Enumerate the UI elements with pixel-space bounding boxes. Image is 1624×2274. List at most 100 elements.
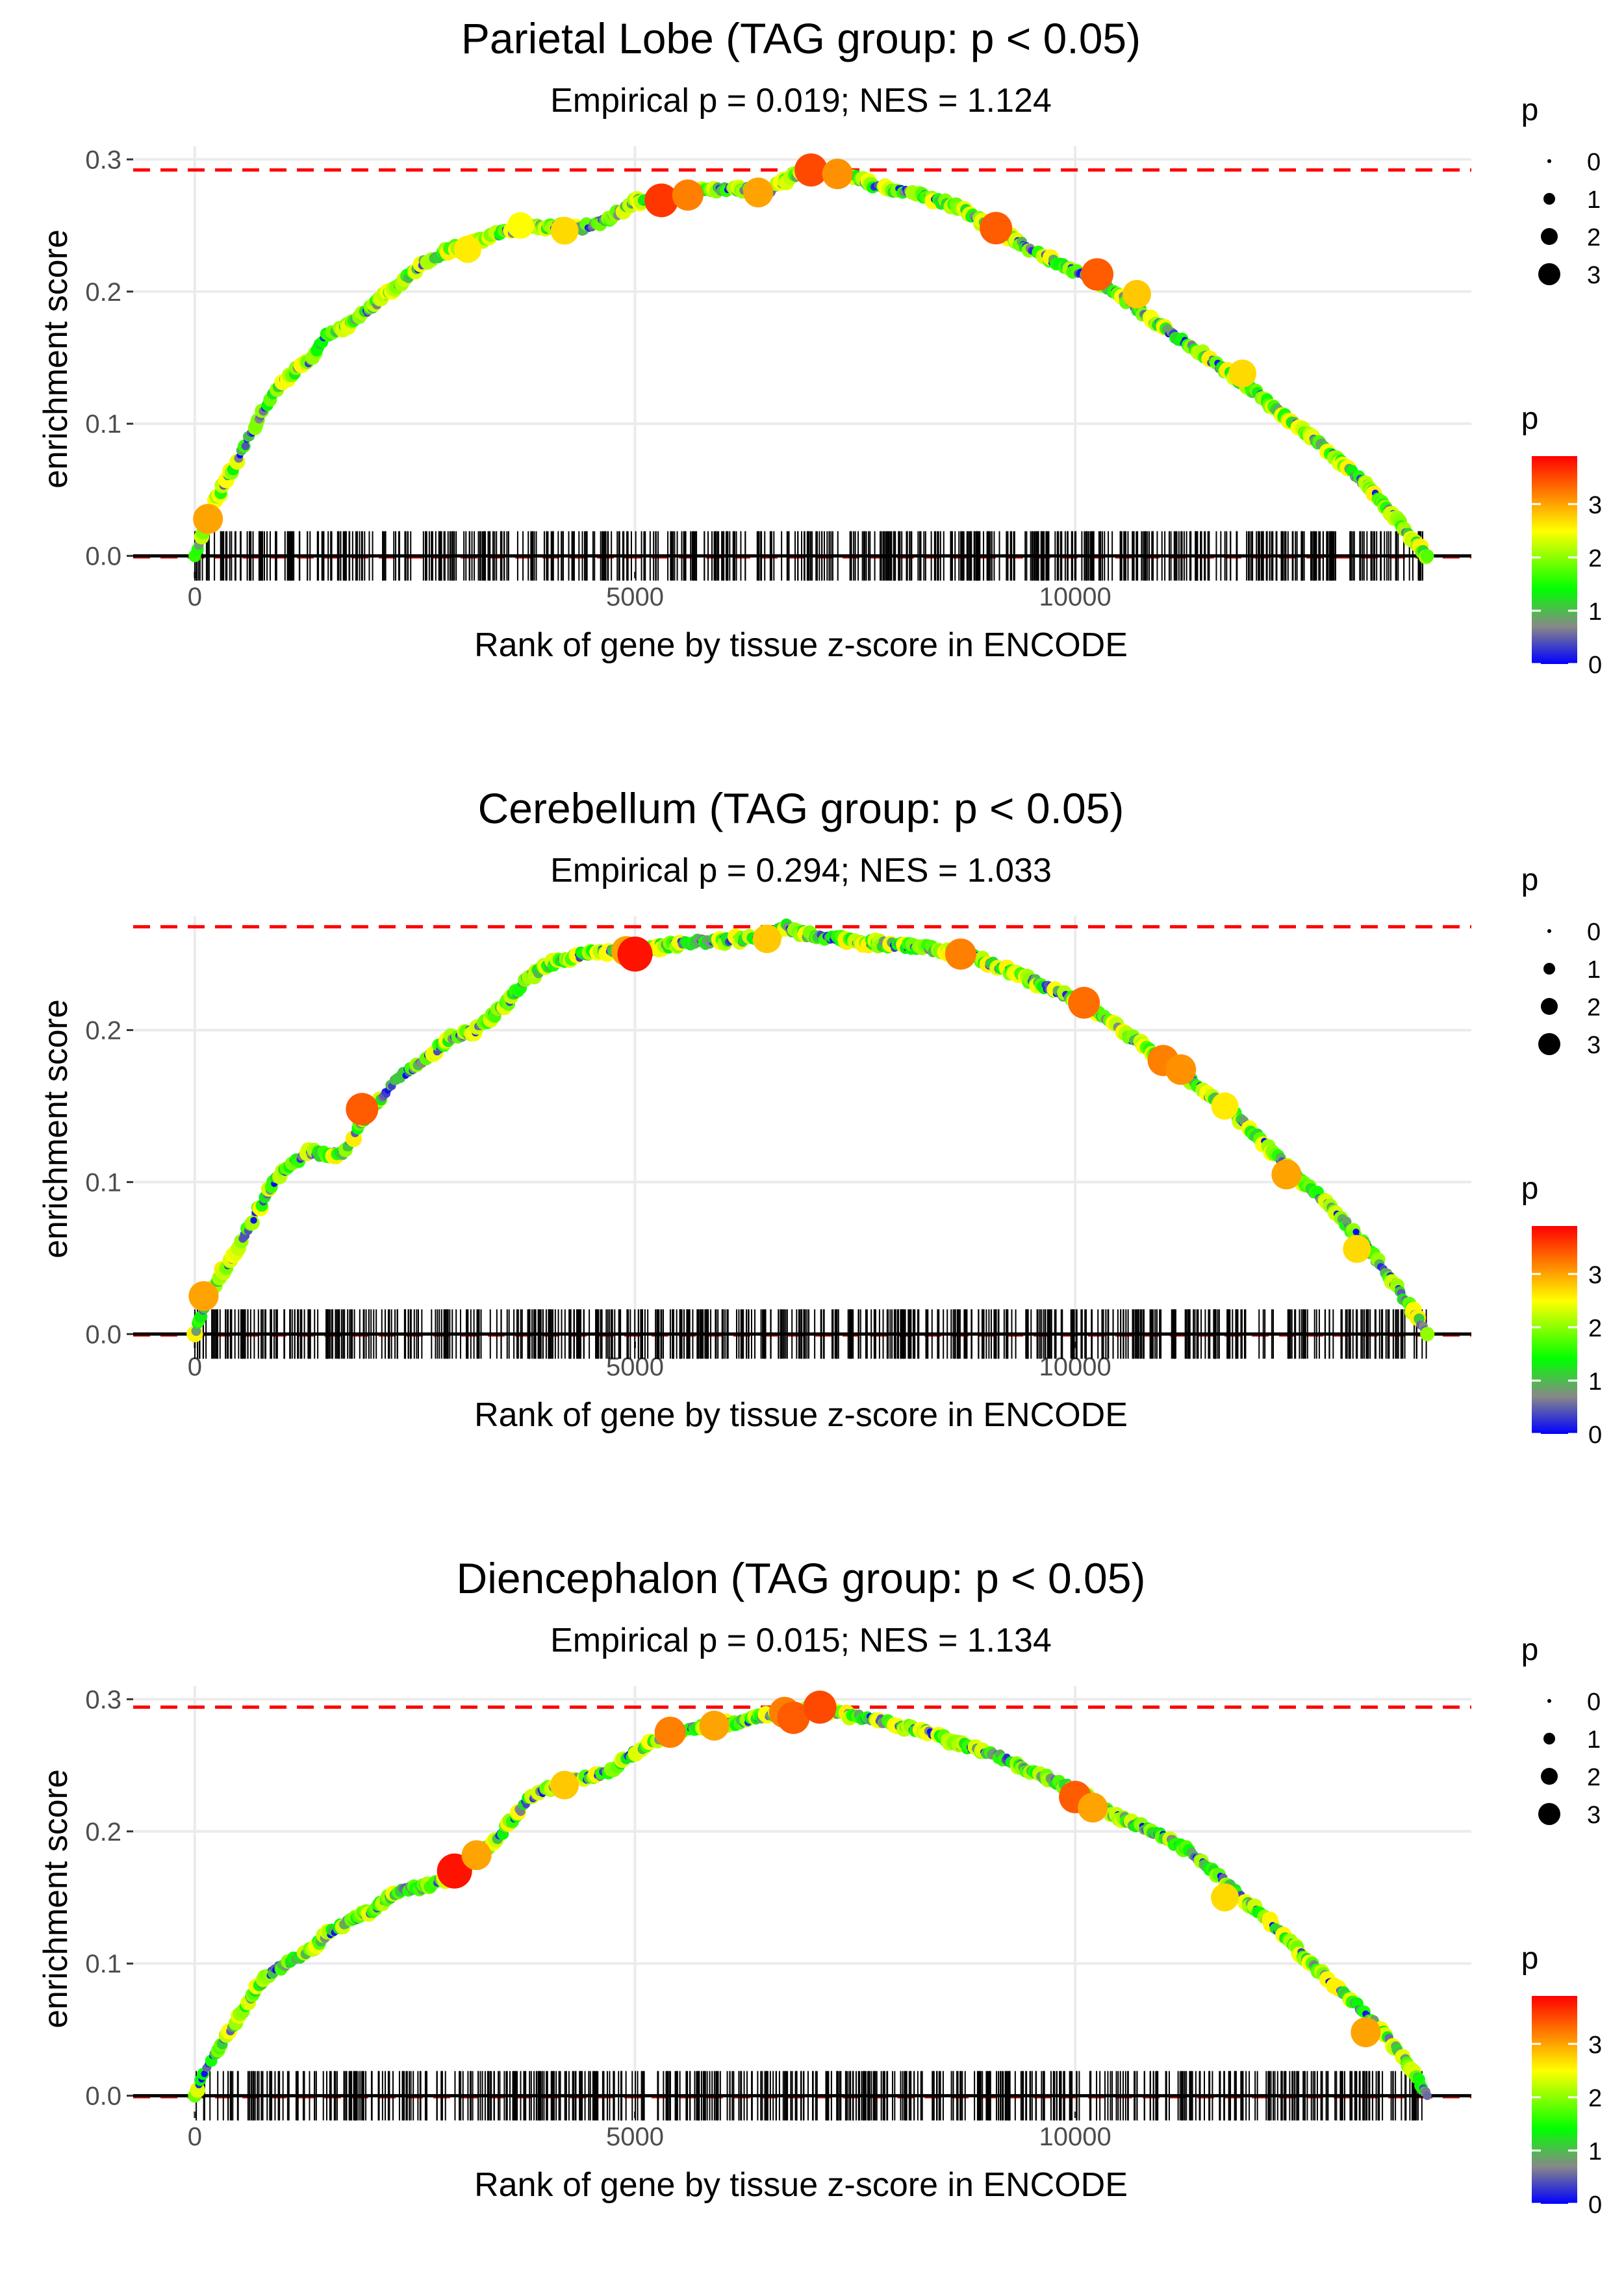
color-legend-label: 1 [1588, 1368, 1602, 1396]
color-legend-title: p [1521, 1941, 1539, 1976]
size-legend: p 0 1 2 3 [1521, 1633, 1601, 1829]
color-legend-bar [1532, 1996, 1577, 2204]
chart-panel-2: Diencephalon (TAG group: p < 0.05) Empiri… [37, 1554, 1602, 2219]
color-legend-label: 2 [1588, 2085, 1602, 2112]
color-legend-label: 0 [1588, 1422, 1602, 1449]
es-point-highlight [1078, 1793, 1108, 1823]
es-point-highlight [461, 1840, 492, 1871]
es-point-highlight [1228, 359, 1257, 388]
size-legend-label: 3 [1587, 1032, 1601, 1059]
size-legend-title: p [1521, 1633, 1539, 1667]
color-legend-label: 2 [1588, 1315, 1602, 1342]
chart-title: Cerebellum (TAG group: p < 0.05) [478, 784, 1124, 832]
chart-title: Diencephalon (TAG group: p < 0.05) [457, 1554, 1146, 1602]
color-legend-title: p [1521, 1171, 1539, 1206]
size-legend-key [1547, 1699, 1551, 1703]
y-tick-label: 0.3 [85, 1685, 121, 1714]
size-legend-label: 2 [1587, 224, 1601, 251]
size-legend-label: 1 [1587, 186, 1601, 214]
es-point-highlight [672, 179, 704, 211]
y-tick-label: 0.1 [85, 410, 121, 439]
size-legend-key [1547, 929, 1551, 933]
es-point-highlight [743, 177, 774, 208]
y-tick-label: 0.2 [85, 1016, 121, 1045]
es-curve [188, 153, 1434, 565]
es-point-highlight [188, 1281, 219, 1311]
es-point-highlight [1081, 258, 1114, 291]
color-legend: p 0 1 2 3 [1521, 1941, 1602, 2219]
es-point-highlight [794, 153, 828, 187]
es-point-highlight [1165, 1054, 1197, 1085]
size-legend-label: 0 [1587, 919, 1601, 946]
x-axis-title: Rank of gene by tissue z-score in ENCODE [474, 2166, 1128, 2204]
color-legend-label: 1 [1588, 598, 1602, 626]
chart-subtitle: Empirical p = 0.015; NES = 1.134 [550, 1622, 1052, 1659]
size-legend-key [1543, 963, 1555, 975]
es-point-highlight [550, 1770, 579, 1800]
size-legend-label: 3 [1587, 1802, 1601, 1829]
es-point-highlight [193, 504, 223, 534]
y-axis-title: enrichment score [37, 229, 75, 489]
es-point-highlight [454, 235, 481, 263]
x-tick-label: 0 [188, 2123, 202, 2151]
x-tick-label: 10000 [1039, 2123, 1111, 2151]
color-legend-label: 3 [1588, 1262, 1602, 1289]
y-tick-label: 0.3 [85, 146, 121, 174]
es-point-highlight [980, 212, 1013, 245]
size-legend-key [1538, 263, 1560, 285]
color-legend-bar [1532, 1226, 1577, 1434]
size-legend-key [1538, 1033, 1560, 1055]
es-point-highlight [507, 212, 534, 239]
es-point-highlight [654, 1717, 686, 1748]
color-legend-label: 1 [1588, 2138, 1602, 2165]
size-legend-key [1543, 1733, 1555, 1744]
size-legend-label: 0 [1587, 149, 1601, 176]
x-axis-title: Rank of gene by tissue z-score in ENCODE [474, 1396, 1128, 1434]
chart-panel-0: Parietal Lobe (TAG group: p < 0.05) Empir… [37, 14, 1602, 679]
chart-title: Parietal Lobe (TAG group: p < 0.05) [461, 14, 1141, 62]
size-legend-key [1538, 1803, 1560, 1825]
chart-panel-1: Cerebellum (TAG group: p < 0.05) Empirica… [37, 784, 1602, 1449]
es-point [1420, 549, 1434, 563]
es-point [250, 1216, 257, 1224]
y-tick-label: 0.0 [85, 1320, 121, 1349]
color-legend: p 0 1 2 3 [1521, 402, 1602, 679]
es-point-highlight [550, 216, 579, 245]
es-point-highlight [617, 936, 653, 972]
es-point [201, 2070, 208, 2078]
size-legend-label: 3 [1587, 262, 1601, 289]
es-point-highlight [822, 159, 853, 190]
y-tick-label: 0.0 [85, 543, 121, 571]
es-point-highlight [1351, 2017, 1381, 2047]
x-axis-title: Rank of gene by tissue z-score in ENCODE [474, 626, 1128, 664]
es-point-highlight [644, 183, 679, 218]
es-point-highlight [1211, 1883, 1239, 1911]
size-legend-key [1543, 193, 1555, 205]
size-legend: p 0 1 2 3 [1521, 93, 1601, 289]
es-point-highlight [1271, 1159, 1302, 1190]
color-legend-bar [1532, 456, 1577, 664]
x-tick-label: 0 [188, 583, 202, 611]
chart-subtitle: Empirical p = 0.294; NES = 1.033 [550, 852, 1052, 889]
color-legend-title: p [1521, 402, 1539, 436]
y-tick-label: 0.2 [85, 1818, 121, 1846]
es-point [1420, 1327, 1435, 1342]
y-axis-title: enrichment score [37, 1769, 75, 2028]
size-legend-label: 2 [1587, 1764, 1601, 1791]
es-point [241, 442, 250, 450]
size-legend-key [1541, 1768, 1558, 1785]
size-legend-label: 2 [1587, 994, 1601, 1021]
color-legend-label: 3 [1588, 2032, 1602, 2059]
x-tick-label: 5000 [606, 583, 664, 611]
y-tick-label: 0.1 [85, 1950, 121, 1978]
es-point-highlight [777, 1701, 810, 1734]
y-tick-label: 0.0 [85, 2082, 121, 2111]
size-legend-key [1547, 159, 1551, 163]
size-legend-label: 0 [1587, 1689, 1601, 1716]
es-point [1352, 1229, 1360, 1236]
es-point-highlight [1343, 1234, 1371, 1263]
y-tick-label: 0.2 [85, 278, 121, 307]
es-curve [186, 918, 1435, 1342]
x-tick-label: 0 [188, 1353, 202, 1381]
